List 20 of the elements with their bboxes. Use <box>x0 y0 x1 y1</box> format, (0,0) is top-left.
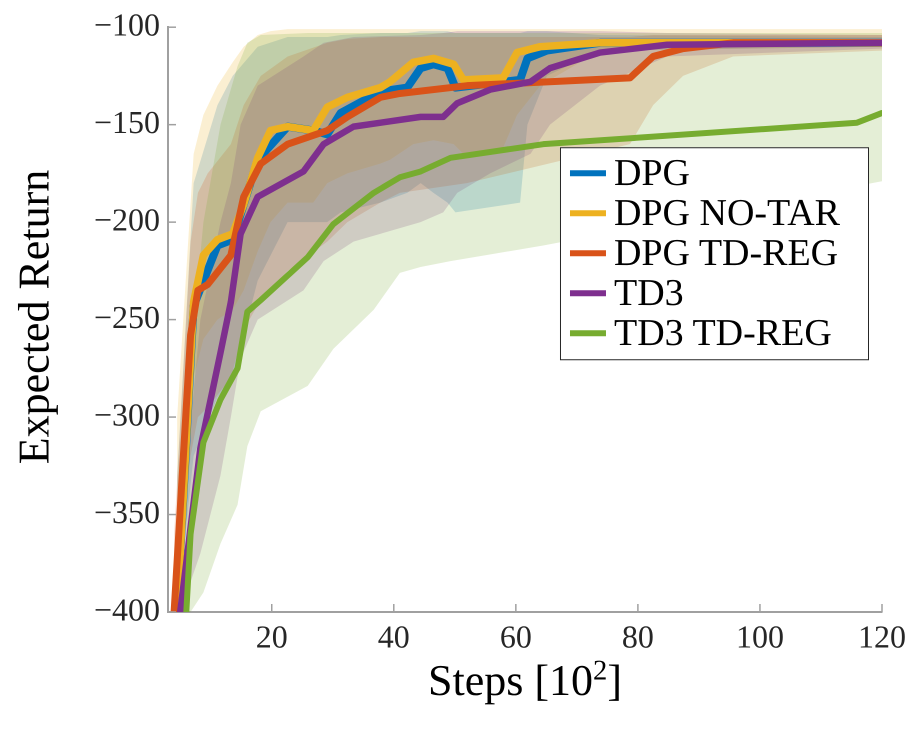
x-tick-label: 40 <box>378 618 410 655</box>
y-tick-label: −300 <box>94 396 160 432</box>
legend-label: TD3 <box>614 272 684 314</box>
x-tick-label: 100 <box>736 618 784 655</box>
legend-label: DPG TD-REG <box>614 232 838 274</box>
legend-label: DPG <box>614 152 690 194</box>
x-axis-title: Steps [10$^{2}$] <box>428 655 622 706</box>
x-tick-label: 80 <box>622 618 654 655</box>
y-axis-title: Expected Return <box>8 170 60 464</box>
y-tick-label: −400 <box>94 591 160 628</box>
y-tick-label: −200 <box>94 202 160 238</box>
y-tick-label: −250 <box>94 299 160 336</box>
x-tick-label: 120 <box>858 618 906 655</box>
x-tick-label: 20 <box>256 618 288 655</box>
y-tick-label: −350 <box>94 494 160 530</box>
y-tick-label: −100 <box>94 6 160 43</box>
x-tick-label: 60 <box>500 618 532 655</box>
legend-label: DPG NO-TAR <box>614 192 841 234</box>
y-tick-label: −150 <box>94 104 160 140</box>
legend-label: TD3 TD-REG <box>614 312 832 354</box>
